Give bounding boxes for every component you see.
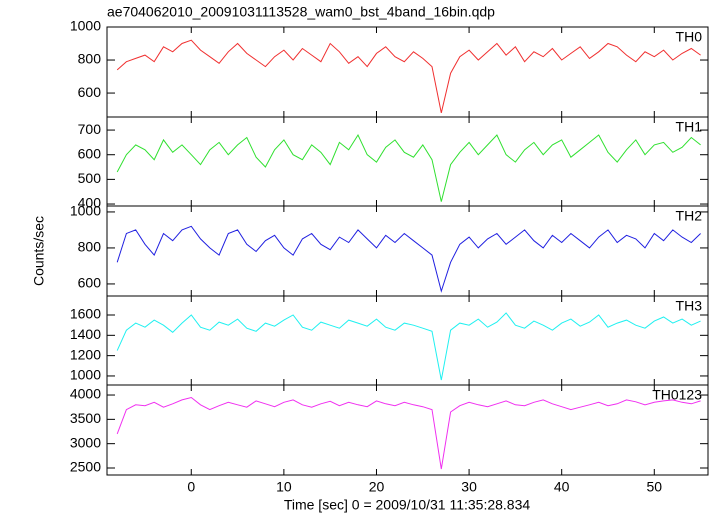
x-axis-label: Time [sec] 0 = 2009/10/31 11:35:28.834: [284, 497, 531, 513]
x-tick-label: 10: [276, 479, 292, 495]
panel-frame: [106, 205, 709, 297]
series-label: TH3: [676, 298, 703, 314]
x-tick-label: 30: [461, 479, 477, 495]
y-tick-label: 600: [78, 84, 102, 100]
y-tick-label: 3000: [70, 434, 101, 450]
y-tick-label: 400: [78, 195, 102, 211]
panel-frame: [106, 295, 709, 386]
series-line: [116, 39, 701, 114]
series-label: TH0: [676, 29, 703, 45]
y-tick-label: 4000: [70, 386, 101, 402]
y-tick-label: 1000: [70, 18, 101, 34]
y-tick-label: 600: [78, 145, 102, 161]
y-tick-label: 600: [78, 275, 102, 291]
x-tick-label: 50: [647, 479, 663, 495]
y-tick-label: 1000: [70, 367, 101, 383]
y-tick-label: 1600: [70, 306, 101, 322]
chart-title: ae704062010_20091031113528_wam0_bst_4ban…: [107, 4, 495, 20]
x-tick-label: 20: [369, 479, 385, 495]
series-label: TH2: [676, 208, 703, 224]
y-tick-label: 700: [78, 121, 102, 137]
x-tick-label: 40: [554, 479, 570, 495]
y-tick-label: 800: [78, 51, 102, 67]
y-tick-label: 800: [78, 239, 102, 255]
panel-frame: [106, 26, 709, 118]
panel-frame: [106, 384, 709, 476]
y-tick-label: 1000: [70, 203, 101, 219]
x-tick-label: 0: [187, 479, 195, 495]
y-tick-label: 1200: [70, 346, 101, 362]
y-tick-label: 1400: [70, 326, 101, 342]
series-line: [116, 396, 701, 470]
y-tick-label: 500: [78, 170, 102, 186]
series-label: TH1: [676, 119, 703, 135]
y-tick-label: 3500: [70, 410, 101, 426]
series-line: [116, 225, 701, 293]
y-axis-label: Counts/sec: [31, 216, 47, 286]
series-label: TH0123: [652, 387, 702, 403]
y-tick-label: 2500: [70, 459, 101, 475]
series-line: [116, 312, 701, 381]
series-line: [116, 133, 701, 202]
